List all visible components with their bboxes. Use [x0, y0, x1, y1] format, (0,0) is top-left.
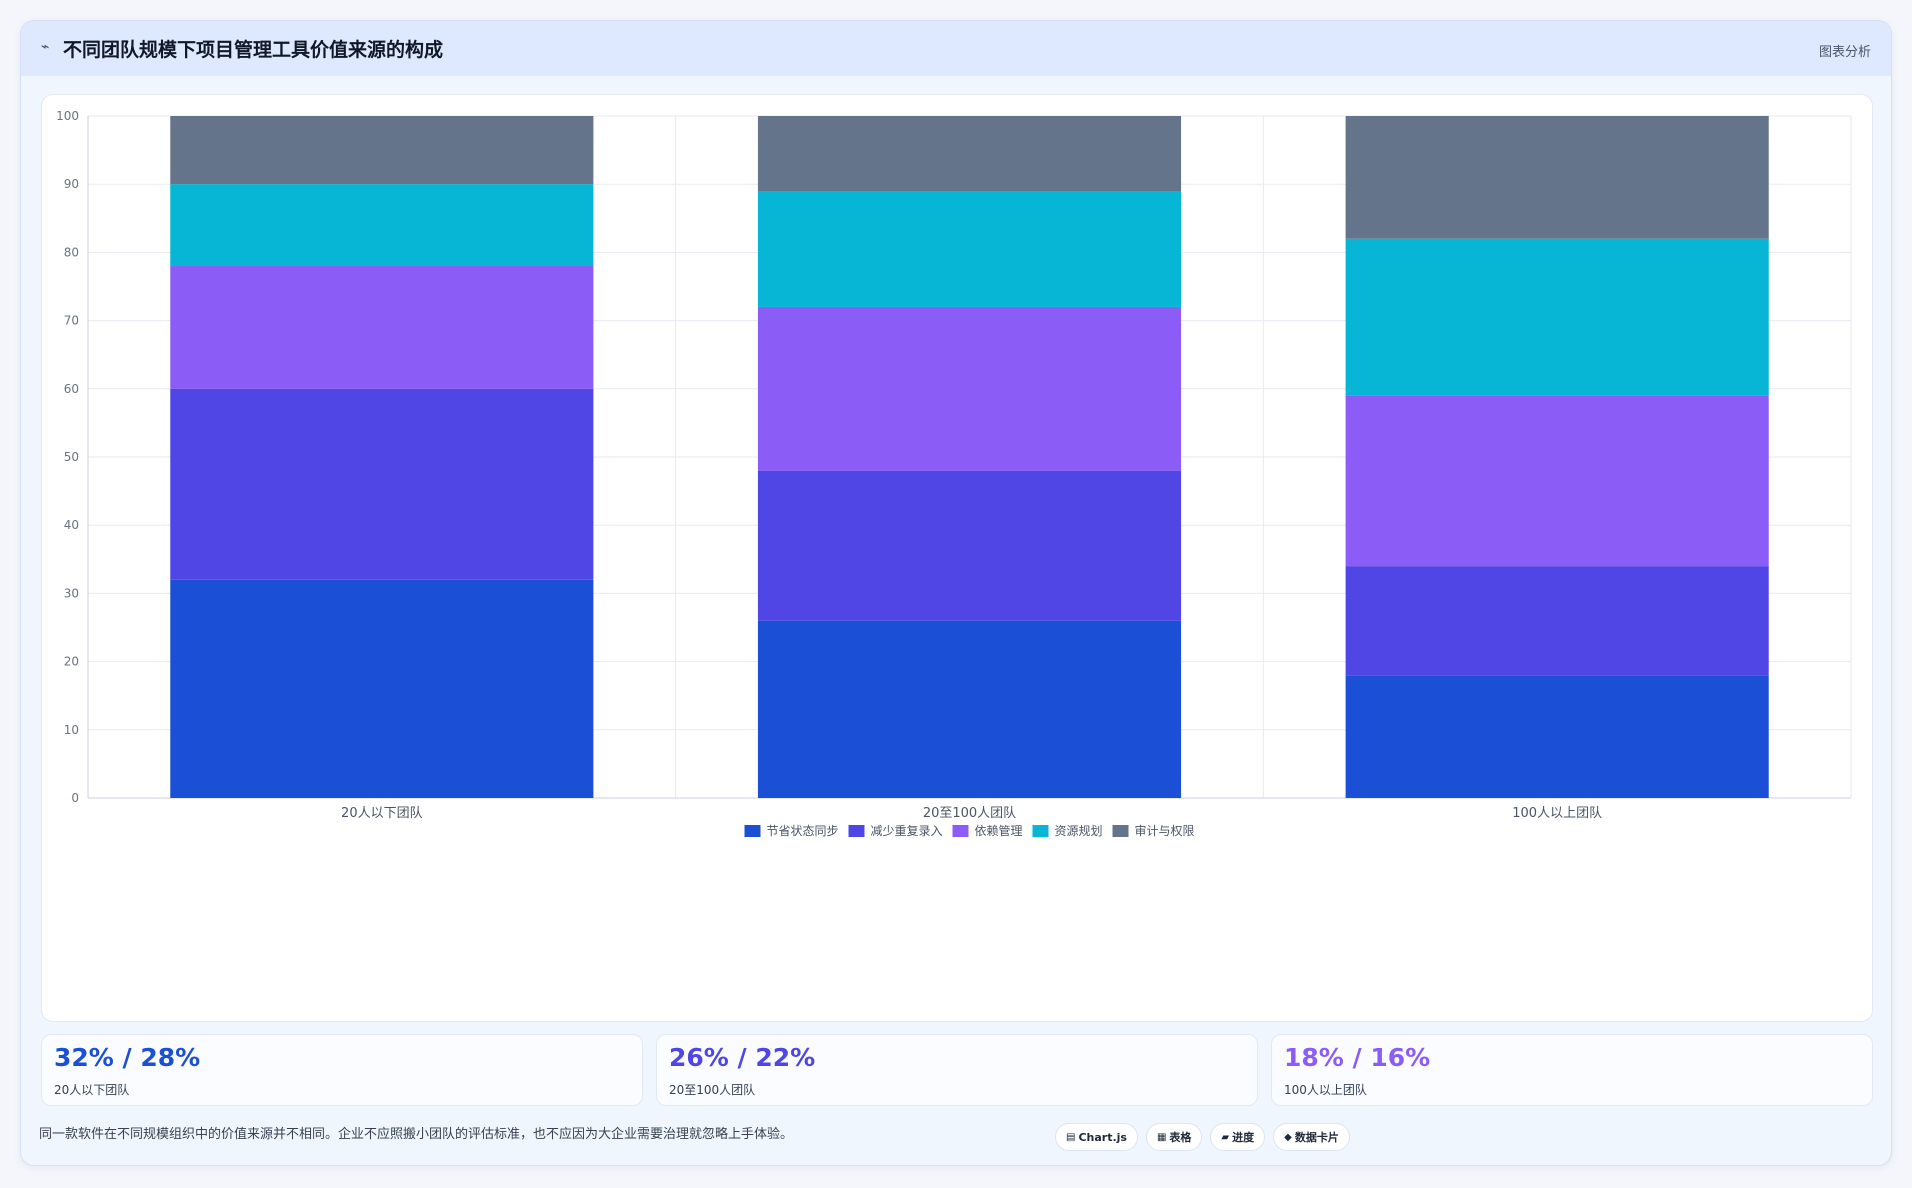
y-tick-label: 100: [56, 109, 79, 123]
legend-label: 资源规划: [1055, 823, 1103, 838]
chip-row: ▤ Chart.js ▦ 表格 ▰ 进度 ◆ 数据卡片: [1055, 1123, 1350, 1151]
y-tick-label: 40: [64, 518, 79, 532]
y-tick-label: 60: [64, 382, 79, 396]
legend-swatch: [1112, 825, 1129, 837]
trend-line-icon: ⌁: [41, 39, 50, 55]
x-tick-label: 100人以上团队: [1512, 806, 1602, 821]
legend-label: 依赖管理: [975, 823, 1023, 838]
legend-swatch: [1032, 825, 1049, 837]
y-tick-label: 20: [64, 655, 79, 669]
stat-value: 26% / 22%: [669, 1043, 816, 1072]
card-icon: ◆: [1284, 1131, 1292, 1143]
stat-label: 20人以下团队: [54, 1083, 130, 1097]
y-tick-label: 50: [64, 450, 79, 464]
bar-segment: [757, 116, 1182, 192]
y-tick-label: 70: [64, 314, 79, 328]
chart-panel: 0 10 20 30 40 50 60 70 80 90 100 20人以下团队 20至100人团队 10…: [41, 94, 1873, 1022]
bar-segment: [1345, 238, 1769, 396]
chart-card: ⌁ 不同团队规模下项目管理工具价值来源的构成 图表分析 0 10 20 30 40 50 6…: [20, 20, 1892, 1166]
chip-data-card[interactable]: ◆ 数据卡片: [1273, 1123, 1350, 1151]
stat-card-large-team: 18% / 16% 100人以上团队: [1271, 1034, 1873, 1106]
stat-card-small-team: 32% / 28% 20人以下团队: [41, 1034, 643, 1106]
bar-segment: [757, 306, 1182, 471]
bar-segment: [170, 184, 594, 267]
legend-label: 审计与权限: [1135, 823, 1195, 838]
bar-segment: [170, 579, 594, 798]
chip-chartjs[interactable]: ▤ Chart.js: [1055, 1123, 1138, 1151]
stacked-bar-chart: 0 10 20 30 40 50 60 70 80 90 100 20人以下团队 20至100人团队 10…: [56, 109, 1852, 838]
chart-analysis-tag: 图表分析: [1818, 45, 1871, 60]
x-tick-label: 20人以下团队: [341, 806, 423, 821]
y-tick-label: 10: [64, 723, 79, 737]
stat-card-mid-team: 26% / 22% 20至100人团队: [656, 1034, 1258, 1106]
y-tick-label: 30: [64, 586, 79, 600]
legend-swatch: [848, 825, 865, 837]
chip-label: 表格: [1169, 1131, 1192, 1144]
bar-segment: [170, 266, 594, 389]
bar-segment: [757, 470, 1182, 621]
legend-label: 减少重复录入: [871, 824, 943, 838]
bar-segment: [1345, 395, 1769, 567]
y-tick-label: 90: [64, 177, 79, 191]
chip-label: 数据卡片: [1294, 1131, 1339, 1144]
table-icon: ▦: [1156, 1131, 1167, 1143]
stat-value: 32% / 28%: [54, 1043, 201, 1072]
legend-label: 节省状态同步: [767, 824, 839, 838]
bar-segment: [1345, 116, 1769, 239]
chip-progress[interactable]: ▰ 进度: [1210, 1123, 1266, 1151]
bar-segment: [170, 116, 594, 185]
bar-segment: [170, 388, 594, 580]
card-header: ⌁ 不同团队规模下项目管理工具价值来源的构成 图表分析: [21, 21, 1891, 76]
page-title: 不同团队规模下项目管理工具价值来源的构成: [63, 39, 444, 61]
chip-label: 进度: [1232, 1131, 1255, 1144]
bar-segment: [1345, 675, 1769, 798]
bar-segment: [1345, 566, 1769, 676]
bar-segment: [757, 620, 1182, 798]
chip-table[interactable]: ▦ 表格: [1145, 1123, 1203, 1151]
legend-swatch: [952, 825, 969, 837]
x-tick-label: 20至100人团队: [923, 806, 1016, 821]
stat-value: 18% / 16%: [1284, 1043, 1431, 1072]
y-tick-label: 0: [71, 791, 79, 805]
legend-swatch: [744, 825, 761, 837]
chip-label: Chart.js: [1078, 1130, 1127, 1144]
footer-note: 同一款软件在不同规模组织中的价值来源并不相同。企业不应照搬小团队的评估标准，也不…: [39, 1127, 794, 1142]
stat-label: 100人以上团队: [1284, 1083, 1367, 1097]
bar-segment: [757, 191, 1182, 307]
progress-icon: ▰: [1221, 1131, 1230, 1143]
chart-icon: ▤: [1066, 1131, 1076, 1143]
y-tick-label: 80: [64, 245, 79, 259]
stat-label: 20至100人团队: [669, 1083, 756, 1097]
